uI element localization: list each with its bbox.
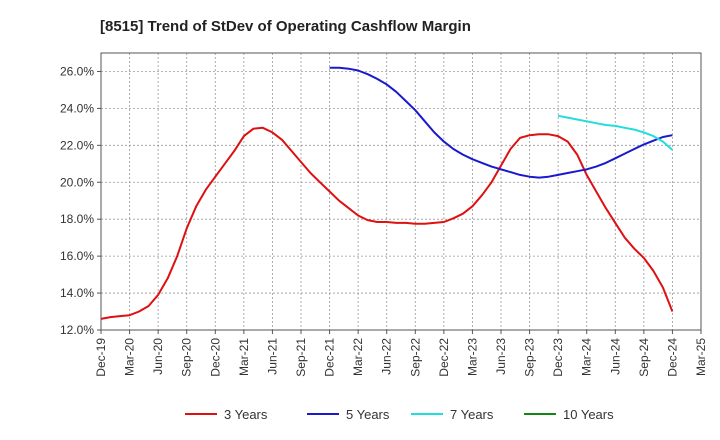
chart-title: [8515] Trend of StDev of Operating Cashf… xyxy=(100,18,471,35)
legend: 3 Years 5 Years 7 Years 10 Years xyxy=(185,407,614,422)
series-line-3-years xyxy=(100,126,674,320)
x-tick-label: Jun-20 xyxy=(151,338,165,375)
y-tick-label: 12.0% xyxy=(60,323,94,337)
y-tick-label: 26.0% xyxy=(60,64,94,78)
series-line-7-years xyxy=(557,114,674,151)
x-tick-label: Sep-20 xyxy=(180,338,194,377)
y-tick-label: 24.0% xyxy=(60,101,94,115)
x-tick-label: Mar-21 xyxy=(237,338,251,376)
grid xyxy=(101,53,701,331)
y-tick-label: 16.0% xyxy=(60,249,94,263)
plot-border xyxy=(100,52,702,331)
x-tick-label: Dec-19 xyxy=(94,338,108,377)
x-tick-label: Sep-22 xyxy=(408,338,422,377)
y-tick-label: 20.0% xyxy=(60,175,94,189)
x-tick-label: Jun-23 xyxy=(494,338,508,375)
x-tick-label: Dec-24 xyxy=(665,338,679,377)
series-line-5-years xyxy=(329,66,673,179)
y-tick-label: 22.0% xyxy=(60,138,94,152)
x-tick-label: Mar-22 xyxy=(351,338,365,376)
y-axis: 12.0% 14.0% 16.0% 18.0% 20.0% 22.0% 24.0% 26.0% xyxy=(60,64,101,337)
plot-area xyxy=(101,53,701,330)
x-tick-label: Dec-23 xyxy=(551,338,565,377)
legend-label-5-years: 5 Years xyxy=(346,407,390,422)
x-tick-label: Jun-22 xyxy=(380,338,394,375)
x-tick-label: Jun-21 xyxy=(265,338,279,375)
x-tick-label: Mar-25 xyxy=(694,338,708,376)
legend-label-7-years: 7 Years xyxy=(450,407,494,422)
series-group xyxy=(100,66,674,320)
y-tick-label: 14.0% xyxy=(60,286,94,300)
x-tick-label: Sep-23 xyxy=(523,338,537,377)
x-axis: Dec-19 Mar-20 Jun-20 Sep-20 Dec-20 Mar-21 Jun-… xyxy=(94,330,708,377)
legend-label-3-years: 3 Years xyxy=(224,407,268,422)
x-tick-label: Sep-24 xyxy=(637,338,651,377)
x-tick-label: Mar-20 xyxy=(123,338,137,376)
x-tick-label: Dec-21 xyxy=(323,338,337,377)
x-tick-label: Sep-21 xyxy=(294,338,308,377)
x-tick-label: Dec-22 xyxy=(437,338,451,377)
x-tick-label: Dec-20 xyxy=(208,338,222,377)
x-tick-label: Mar-24 xyxy=(580,338,594,376)
legend-label-10-years: 10 Years xyxy=(563,407,614,422)
x-tick-label: Mar-23 xyxy=(465,338,479,376)
x-tick-label: Jun-24 xyxy=(608,338,622,375)
y-tick-label: 18.0% xyxy=(60,212,94,226)
